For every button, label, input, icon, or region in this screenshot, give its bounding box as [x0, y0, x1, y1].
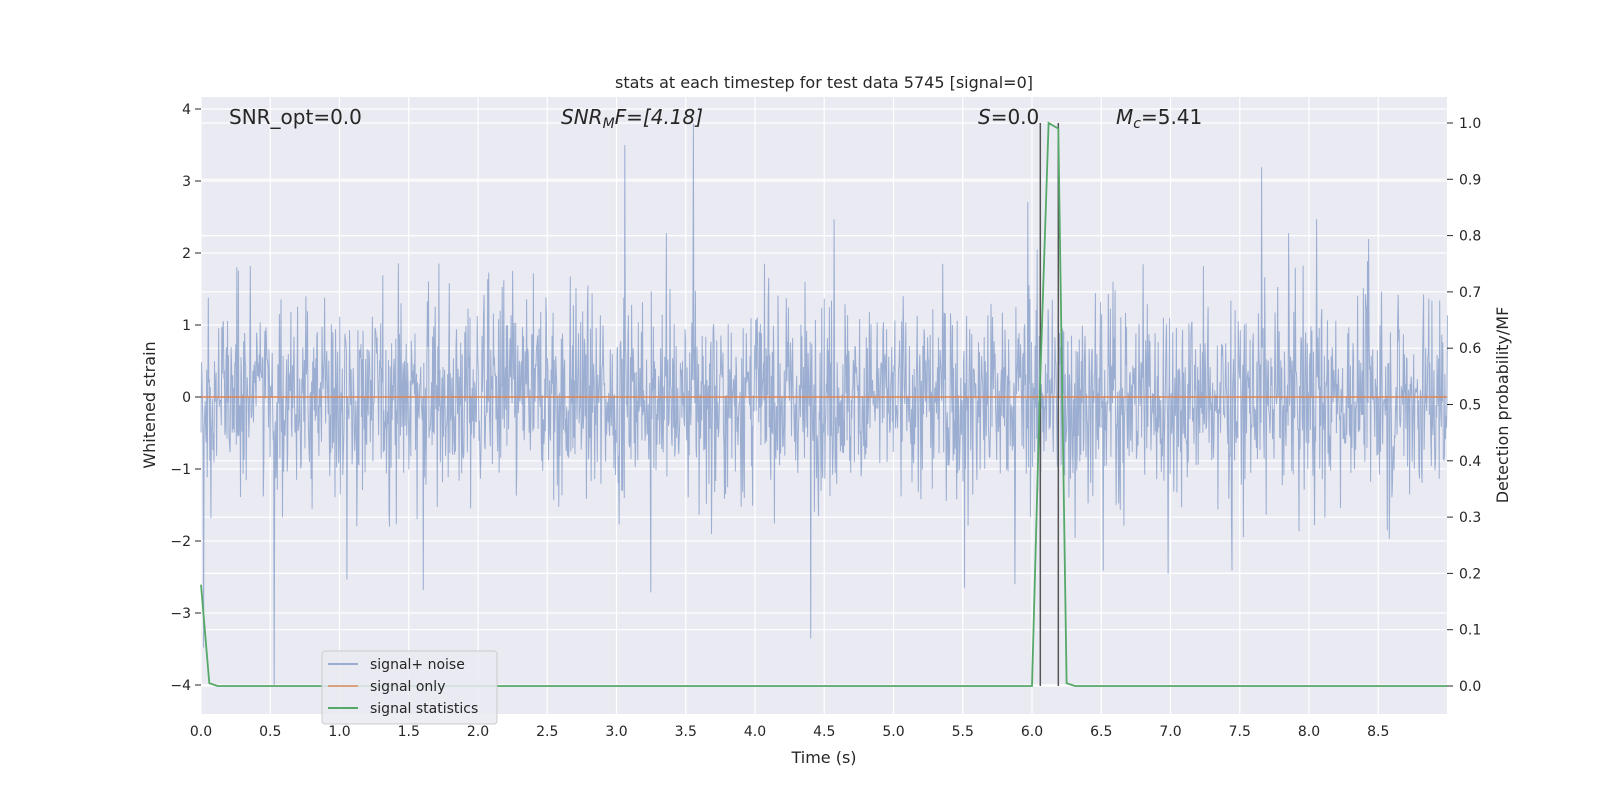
x-tick-label: 7.5 [1229, 724, 1251, 740]
y-left-tick-label: −1 [170, 462, 191, 478]
annotation-mc: Mc=5.41 [1116, 105, 1202, 132]
y-left-axis-label: Whitened strain [140, 341, 159, 468]
y-right-tick-label: 0.8 [1459, 229, 1481, 245]
x-tick-label: 2.5 [536, 724, 558, 740]
y-right-tick-label: 0.1 [1459, 623, 1481, 639]
x-tick-label: 0.5 [259, 724, 281, 740]
legend-label-stats: signal statistics [370, 701, 478, 717]
y-right-axis-label: Detection probability/MF [1493, 307, 1512, 504]
x-tick-label: 0.0 [190, 724, 212, 740]
x-tick-label: 1.5 [398, 724, 420, 740]
y-left-tick-label: 0 [182, 390, 191, 406]
x-tick-label: 6.0 [1021, 724, 1043, 740]
x-tick-label: 5.0 [882, 724, 904, 740]
x-tick-labels: 0.0 0.5 1.0 1.5 2.0 2.5 3.0 3.5 4.0 4.5 5.0 5.5 6.0 6… [190, 724, 1390, 740]
y-right-tick-label: 0.9 [1459, 172, 1481, 188]
y-left-tick-label: −4 [170, 678, 191, 694]
x-tick-label: 2.0 [467, 724, 489, 740]
x-tick-label: 8.5 [1367, 724, 1389, 740]
y-right-tick-label: 0.6 [1459, 341, 1481, 357]
y-left-tick-label: 3 [182, 174, 191, 190]
y-right-tick-label: 0.4 [1459, 454, 1481, 470]
y-right-tick-label: 1.0 [1459, 116, 1481, 132]
x-tick-label: 7.0 [1159, 724, 1181, 740]
x-tick-label: 6.5 [1090, 724, 1112, 740]
annotation-snr-opt: SNR_opt=0.0 [229, 105, 362, 129]
legend-box [321, 650, 498, 725]
series-signal-statistics [200, 121, 1447, 687]
y-right-tick-label: 0.5 [1459, 398, 1481, 414]
y-left-tick-label: 4 [182, 102, 191, 118]
y-left-tick-labels: −4 −3 −2 −1 0 1 2 3 4 [170, 102, 201, 694]
y-right-tick-label: 0.2 [1459, 566, 1481, 582]
x-tick-label: 8.0 [1298, 724, 1320, 740]
legend-label-signal: signal only [370, 679, 445, 695]
x-tick-label: 4.5 [813, 724, 835, 740]
y-left-tick-label: −3 [170, 606, 191, 622]
x-tick-label: 3.0 [605, 724, 627, 740]
x-tick-label: 1.0 [328, 724, 350, 740]
noise-trace [200, 123, 1448, 686]
x-tick-label: 4.0 [744, 724, 766, 740]
legend: signal+ noise signal only signal statist… [321, 650, 498, 725]
legend-label-noise: signal+ noise [370, 657, 465, 673]
annotation-s: S=0.0 [978, 105, 1039, 129]
y-right-tick-labels: 0.0 0.1 0.2 0.3 0.4 0.5 0.6 0.7 0.8 0.9 1.0 [1447, 116, 1481, 695]
y-right-tick-label: 0.0 [1459, 679, 1481, 695]
x-tick-label: 3.5 [675, 724, 697, 740]
y-left-tick-label: 1 [182, 318, 191, 334]
y-right-tick-label: 0.3 [1459, 510, 1481, 526]
x-axis-label: Time (s) [790, 748, 856, 767]
series-signal-plus-noise [200, 123, 1448, 686]
chart-title: stats at each timestep for test data 574… [615, 73, 1033, 92]
y-right-tick-label: 0.7 [1459, 285, 1481, 301]
x-tick-label: 5.5 [952, 724, 974, 740]
annotation-snr-mf: SNRMF=[4.18] [561, 105, 703, 132]
y-left-tick-label: 2 [182, 246, 191, 262]
y-left-tick-label: −2 [170, 534, 191, 550]
